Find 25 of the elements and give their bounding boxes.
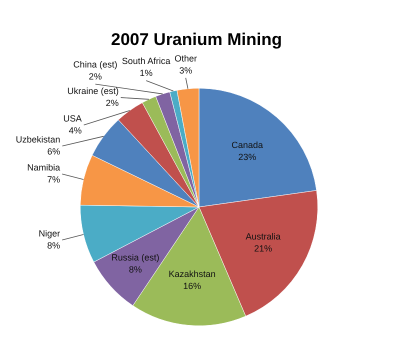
data-label: 8% <box>47 240 60 250</box>
slice-label: Other <box>174 53 197 64</box>
slice-label: Russia (est) <box>111 252 160 263</box>
slice-label: China (est) <box>73 60 118 70</box>
data-label: 4% <box>68 125 82 136</box>
slice-label: Canada <box>232 140 264 150</box>
slice-label: Namibia <box>27 162 60 172</box>
slice-label: USA <box>63 113 82 124</box>
data-label: 2% <box>106 98 119 108</box>
slice-label: Niger <box>38 228 60 238</box>
data-label: 6% <box>47 146 60 157</box>
data-label: 7% <box>47 174 60 184</box>
slice-label: Kazakhstan <box>168 268 216 279</box>
slice-label: Ukraine (est) <box>67 86 119 96</box>
data-label: 21% <box>254 244 272 254</box>
data-label: 1% <box>140 68 153 78</box>
data-label: 3% <box>179 65 192 76</box>
slice-label: Uzbekistan <box>16 134 60 145</box>
data-label: 2% <box>88 72 102 82</box>
data-label: 16% <box>183 280 202 291</box>
data-label: 8% <box>128 264 142 275</box>
data-label: 23% <box>238 152 256 162</box>
chart-title: 2007 Uranium Mining <box>110 30 283 50</box>
slice-label: Australia <box>246 232 281 242</box>
slice-label: South Africa <box>122 56 170 66</box>
